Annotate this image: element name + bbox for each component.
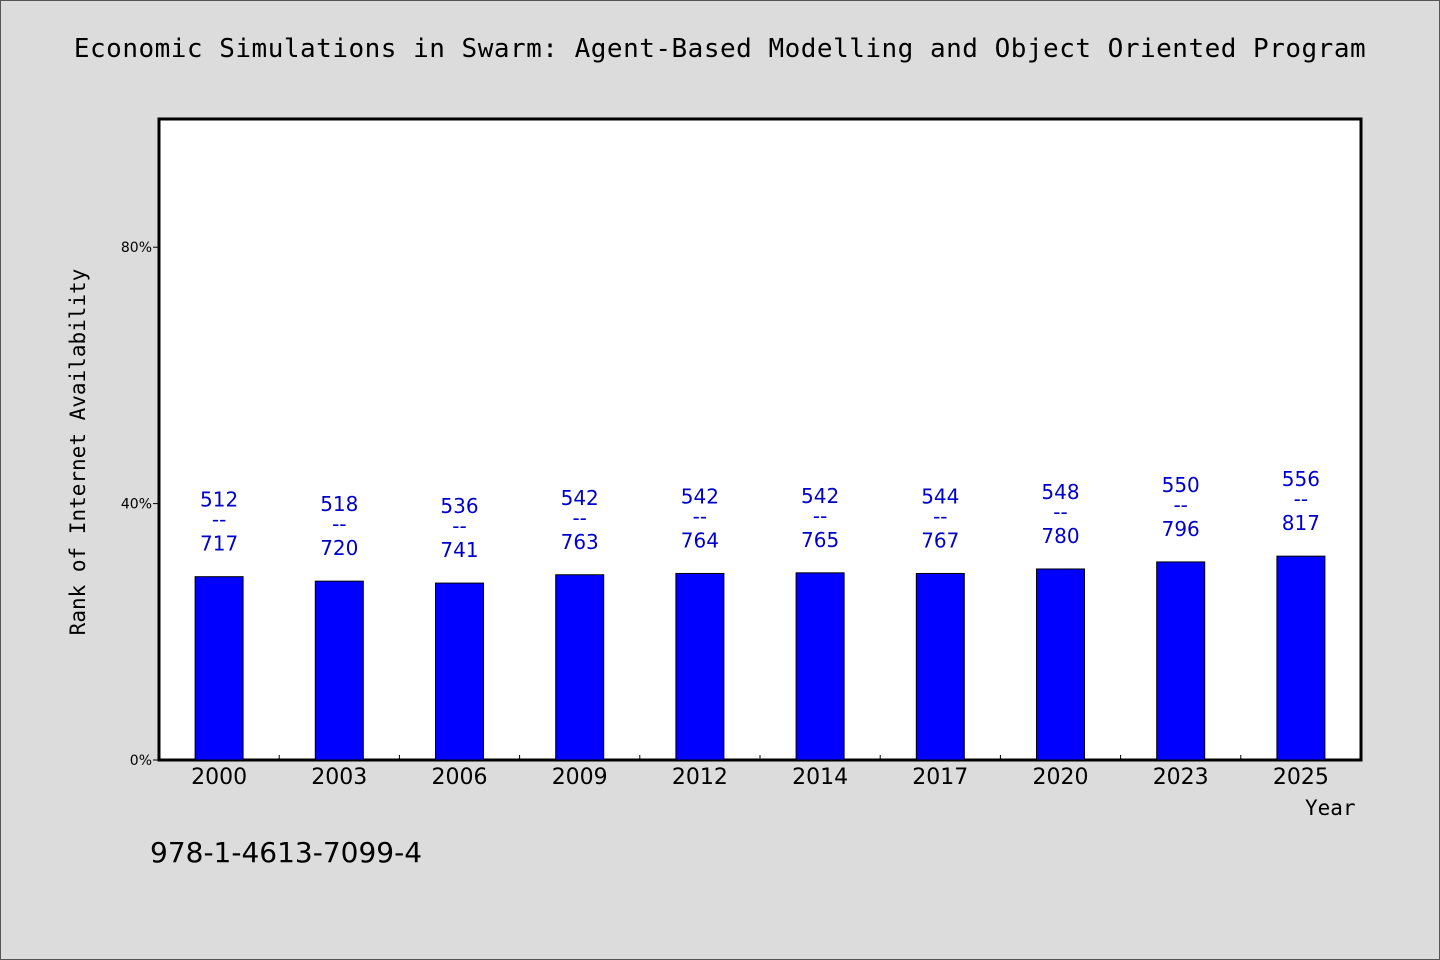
data-label-bottom: 764 (681, 528, 719, 552)
data-label-bottom: 720 (320, 536, 358, 560)
x-tick-label: 2023 (1153, 765, 1209, 790)
data-label-top: 518 (320, 492, 358, 516)
data-label-separator: -- (1173, 493, 1187, 517)
x-tick-label: 2025 (1273, 765, 1329, 790)
bar (435, 582, 484, 761)
data-label-separator: -- (452, 514, 466, 538)
bar (675, 572, 725, 761)
x-tick-label: 2000 (191, 765, 247, 790)
data-label-separator: -- (693, 504, 707, 528)
x-axis-label: Year (1305, 796, 1356, 820)
bar (795, 572, 845, 761)
bars-layer (194, 555, 1326, 761)
data-label-separator: -- (212, 508, 226, 532)
bar (1156, 561, 1206, 761)
data-label-top: 512 (200, 488, 238, 512)
chart-title: Economic Simulations in Swarm: Agent-Bas… (73, 34, 1367, 64)
data-label-bottom: 796 (1162, 517, 1200, 541)
y-tick-label: 0% (130, 753, 152, 769)
x-tick-label: 2020 (1033, 765, 1089, 790)
data-label-bottom: 817 (1282, 511, 1320, 535)
data-label-bottom: 763 (561, 530, 599, 554)
data-label-bottom: 780 (1041, 524, 1079, 548)
data-label-top: 542 (681, 484, 719, 508)
x-tick-label: 2009 (552, 765, 608, 790)
y-tick-label: 40% (121, 497, 152, 513)
data-label-bottom: 717 (200, 532, 238, 556)
data-label-top: 536 (440, 494, 478, 518)
bar (194, 576, 244, 761)
x-tick-label: 2003 (311, 765, 367, 790)
isbn-text: 978-1-4613-7099-4 (150, 836, 423, 869)
labels-layer: 2000512--7172003518--7202006536--7412009… (191, 467, 1329, 790)
data-label-bottom: 765 (801, 528, 839, 552)
data-label-bottom: 767 (921, 528, 959, 552)
data-label-top: 548 (1041, 480, 1079, 504)
bar (314, 580, 364, 761)
data-label-top: 542 (801, 484, 839, 508)
x-tick-label: 2012 (672, 765, 728, 790)
data-label-top: 542 (561, 486, 599, 510)
data-label-separator: -- (1053, 500, 1067, 524)
data-label-separator: -- (813, 504, 827, 528)
data-label-top: 550 (1162, 473, 1200, 497)
x-tick-label: 2006 (432, 765, 488, 790)
data-label-separator: -- (332, 512, 346, 536)
bar (555, 574, 605, 761)
bar (1036, 568, 1085, 761)
data-label-separator: -- (572, 506, 586, 530)
bar (915, 572, 965, 761)
data-label-top: 556 (1282, 467, 1320, 491)
ticks-layer: 0% 40% 80% (121, 240, 1242, 769)
data-label-separator: -- (933, 504, 947, 528)
bar (1276, 555, 1326, 761)
y-tick-label: 80% (121, 240, 152, 256)
x-tick-label: 2014 (792, 765, 848, 790)
x-tick-label: 2017 (912, 765, 968, 790)
data-label-top: 544 (921, 484, 959, 508)
data-label-separator: -- (1294, 487, 1308, 511)
data-label-bottom: 741 (440, 538, 478, 562)
